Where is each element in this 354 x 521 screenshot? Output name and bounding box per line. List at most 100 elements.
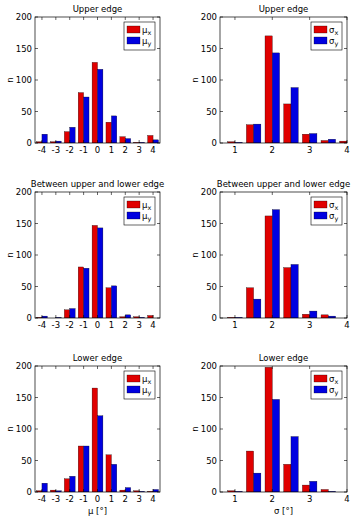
legend: μxμy [124,197,155,225]
y-tick [35,111,38,112]
x-tick-label: 3 [136,145,141,155]
x-tick [97,140,98,143]
y-tick [35,255,38,256]
y-tick-right [344,143,347,144]
x-tick-top [97,192,98,195]
bars [37,388,159,492]
x-tick-top [347,192,348,195]
x-tick-top [234,366,235,369]
y-tick-right [157,429,160,430]
x-tick-label: 2 [123,320,128,330]
x-tick-label: 0 [95,494,100,504]
x-tick-top [69,366,70,369]
x-tick [347,140,348,143]
legend-swatch [314,386,327,393]
x-tick [153,315,154,318]
legend: σxσy [311,22,342,50]
y-tick [35,17,38,18]
x-tick-top [55,17,56,20]
legend-label: μy [142,36,151,48]
x-tick-label: -2 [65,494,73,504]
bar [92,62,97,143]
legend-swatch [127,212,140,219]
y-tick [220,318,223,319]
x-tick-label: 2 [123,494,128,504]
x-tick-label: -3 [52,494,60,504]
bars [228,367,336,492]
bar [78,93,83,143]
bar [92,388,97,492]
y-tick-label: 50 [206,282,217,292]
bar [84,446,89,492]
x-tick-top [111,17,112,20]
x-tick-label: 1 [232,494,237,504]
x-tick [41,315,42,318]
x-tick-label: -4 [38,494,46,504]
legend-label: σy [329,211,338,223]
x-tick-label: 2 [270,320,275,330]
y-tick [220,255,223,256]
x-tick-top [111,192,112,195]
title: Between upper and lower edge [31,179,164,189]
x-tick-top [125,366,126,369]
bar [106,288,111,318]
x-tick-top [309,192,310,195]
legend: σxσy [311,371,342,399]
bar [84,97,89,143]
x-tick-label: 3 [307,320,312,330]
bar [42,483,47,492]
x-tick-label: -4 [38,145,46,155]
x-tick [125,315,126,318]
bar [106,122,111,143]
bar [70,309,75,318]
y-tick-label: 0 [212,313,217,323]
x-tick-label: 1 [109,494,114,504]
x-tick [309,315,310,318]
bar [111,286,116,318]
x-tick-top [153,366,154,369]
y-tick [220,366,223,367]
bar [64,479,69,492]
y-tick-right [344,492,347,493]
y-tick-label: 0 [27,487,32,497]
x-tick-label: 1 [232,145,237,155]
bar [84,268,89,318]
axes-frame [35,192,160,318]
y-tick-label: 100 [16,75,32,85]
y-tick-right [157,192,160,193]
title: Upper edge [259,4,309,14]
title: Between upper and lower edge [217,179,350,189]
y-tick-right [344,397,347,398]
y-tick-label: 0 [27,138,32,148]
x-tick-top [69,192,70,195]
y-tick-label: 150 [16,44,32,54]
y-axis-label: n [5,252,15,257]
x-tick [153,489,154,492]
bar [310,311,317,318]
x-tick-label: -2 [65,320,73,330]
y-tick [35,318,38,319]
y-tick-label: 150 [16,393,32,403]
y-tick [220,192,223,193]
bar [246,125,253,143]
x-tick-top [309,17,310,20]
panel: 1234050100150200Upper edgenσxσy [190,4,350,155]
x-tick [139,140,140,143]
legend-box [124,197,155,225]
legend-box [311,22,342,50]
x-tick-top [55,192,56,195]
x-axis-label: σ [°] [274,506,293,516]
x-tick [347,315,348,318]
y-axis-label: n [190,426,200,431]
x-tick [111,140,112,143]
y-tick-label: 150 [201,219,217,229]
bar [98,69,103,143]
bars [37,225,154,318]
axes-frame [35,366,160,492]
legend-box [311,371,342,399]
y-tick [220,397,223,398]
y-tick-label: 150 [201,393,217,403]
bars [228,36,347,143]
legend-swatch [314,26,327,33]
y-tick-label: 100 [201,75,217,85]
